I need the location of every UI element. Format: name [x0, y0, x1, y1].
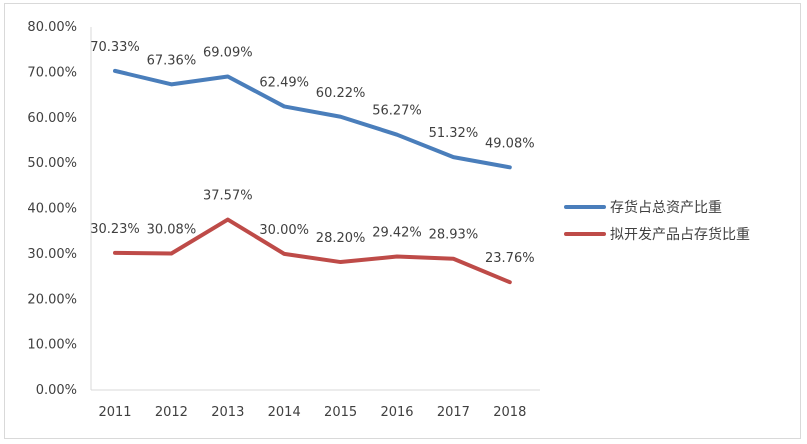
data-label: 29.42%	[372, 226, 422, 241]
data-label: 56.27%	[372, 104, 422, 119]
y-tick-label: 70.00%	[27, 65, 77, 80]
x-tick-label: 2017	[437, 405, 470, 420]
x-tick-label: 2016	[380, 405, 413, 420]
data-label: 51.32%	[429, 126, 479, 141]
data-label: 37.57%	[203, 189, 253, 204]
data-label: 62.49%	[259, 75, 309, 90]
data-label: 49.08%	[485, 136, 535, 151]
x-tick-label: 2011	[98, 405, 131, 420]
y-tick-label: 50.00%	[27, 156, 77, 171]
x-tick-label: 2012	[155, 405, 188, 420]
data-label: 70.33%	[90, 40, 140, 55]
data-label: 28.20%	[316, 231, 366, 246]
x-tick-label: 2015	[324, 405, 357, 420]
y-tick-label: 10.00%	[27, 338, 77, 353]
y-tick-label: 40.00%	[27, 202, 77, 217]
data-label: 23.76%	[485, 251, 535, 266]
legend-label: 存货占总资产比重	[610, 199, 722, 216]
y-tick-label: 20.00%	[27, 292, 77, 307]
x-tick-label: 2013	[211, 405, 244, 420]
data-label: 30.08%	[147, 223, 197, 238]
y-tick-label: 80.00%	[27, 20, 77, 35]
data-label: 67.36%	[147, 53, 197, 68]
data-label: 30.23%	[90, 222, 140, 237]
data-label: 60.22%	[316, 86, 366, 101]
data-label: 69.09%	[203, 46, 253, 61]
legend-label: 拟开发产品占存货比重	[610, 226, 750, 243]
series-line-1	[113, 68, 512, 170]
x-tick-label: 2014	[268, 405, 301, 420]
series-line-2	[113, 217, 512, 285]
data-label: 28.93%	[429, 228, 479, 243]
y-tick-label: 60.00%	[27, 111, 77, 126]
y-tick-label: 0.00%	[36, 383, 77, 398]
x-tick-label: 2018	[493, 405, 526, 420]
y-tick-label: 30.00%	[27, 247, 77, 262]
data-label: 30.00%	[259, 223, 309, 238]
